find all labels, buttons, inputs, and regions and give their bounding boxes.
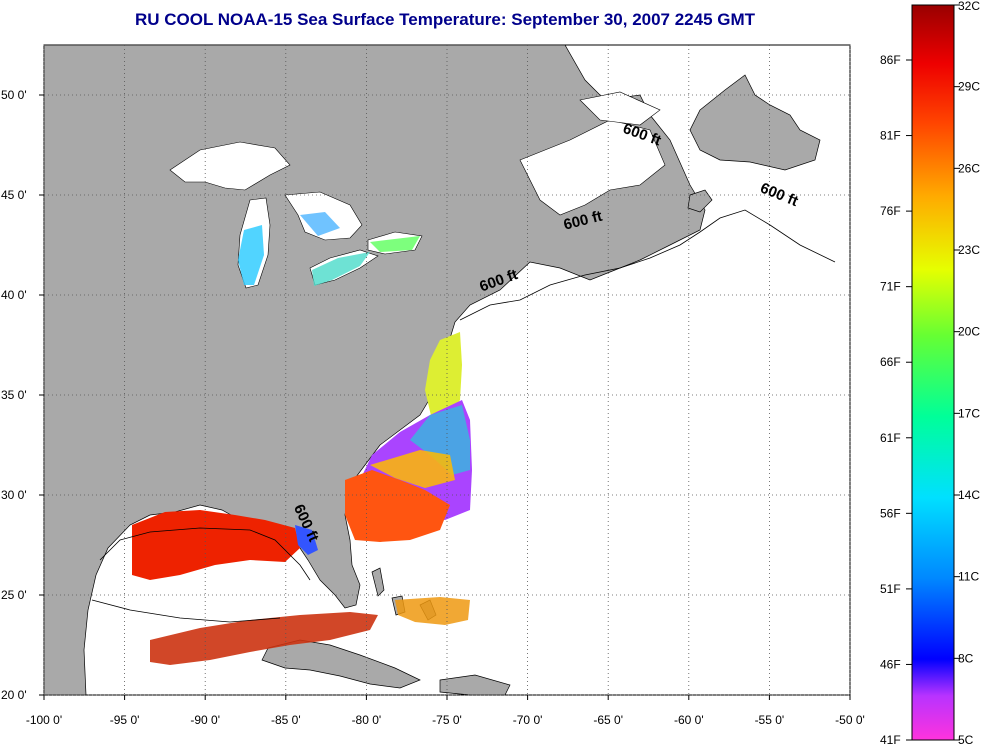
sst-lake-erie <box>312 252 370 286</box>
colorbar-fahrenheit-label: 61F <box>880 431 901 445</box>
sst-east-coast-south <box>345 470 450 542</box>
sst-bahamas-area <box>395 597 470 625</box>
colorbar-gradient <box>911 4 955 741</box>
gulf-of-st-lawrence <box>519 119 666 216</box>
colorbar-fahrenheit-labels: 86F 81F 76F 71F 66F 61F 56F 51F 46F 41F <box>880 53 912 747</box>
x-tick-label: -70 0' <box>513 713 543 727</box>
hudson-lowland-lakes <box>579 91 661 126</box>
y-tick-label: 35 0' <box>1 388 27 402</box>
colorbar-celsius-label: 26C <box>958 161 980 175</box>
colorbar-fahrenheit-label: 56F <box>880 506 901 520</box>
colorbar-celsius-label: 5C <box>958 733 974 747</box>
colorbar-fahrenheit-label: 51F <box>880 582 901 596</box>
colorbar-celsius-label: 32C <box>958 0 980 13</box>
sst-gulf-north <box>132 510 300 580</box>
colorbar-celsius-label: 23C <box>958 243 980 257</box>
land <box>43 44 821 696</box>
sst-gulf-east-edge <box>295 525 318 555</box>
x-tick-label: -80 0' <box>352 713 382 727</box>
lake-superior <box>169 141 291 191</box>
colorbar-fahrenheit-label: 66F <box>880 355 901 369</box>
map-title: RU COOL NOAA-15 Sea Surface Temperature:… <box>134 10 756 29</box>
colorbar-celsius-label: 11C <box>958 570 979 584</box>
sst-data <box>132 212 472 665</box>
cuba <box>261 639 421 689</box>
x-tick-label: -50 0' <box>835 713 865 727</box>
sst-lake-ontario <box>370 236 420 252</box>
x-tick-labels: -100 0' -95 0' -90 0' -85 0' -80 0' -75 0' -70… <box>26 695 865 727</box>
y-tick-label: 20 0' <box>1 688 27 702</box>
sst-east-coast-north <box>425 332 462 420</box>
colorbar-celsius-label: 17C <box>958 406 980 420</box>
x-tick-label: -90 0' <box>190 713 220 727</box>
isobath-gulf-south <box>91 599 281 623</box>
colorbar-fahrenheit-label: 46F <box>880 657 901 671</box>
isobath-gulf <box>99 527 311 581</box>
colorbar-celsius-label: 8C <box>958 651 974 665</box>
y-tick-label: 50 0' <box>1 88 27 102</box>
y-tick-labels: 20 0' 25 0' 30 0' 35 0' 40 0' 45 0' 50 0' <box>1 88 44 702</box>
newfoundland <box>689 74 821 171</box>
y-tick-label: 30 0' <box>1 488 27 502</box>
isobath-northeast <box>459 209 836 321</box>
sst-lake-michigan <box>238 225 264 285</box>
graticule-grid <box>43 45 851 696</box>
colorbar-celsius-label: 14C <box>958 488 980 502</box>
colorbar-fahrenheit-label: 71F <box>880 280 901 294</box>
y-tick-label: 25 0' <box>1 588 27 602</box>
colorbar-celsius-label: 20C <box>958 325 980 339</box>
x-tick-label: -60 0' <box>674 713 704 727</box>
cape-breton <box>687 189 713 213</box>
colorbar-fahrenheit-label: 81F <box>880 129 901 143</box>
x-tick-label: -100 0' <box>26 713 62 727</box>
colorbar-fahrenheit-label: 76F <box>880 204 901 218</box>
sst-east-coast-yellow <box>370 450 455 488</box>
sst-east-coast-mid-overlay <box>410 405 470 475</box>
x-tick-label: -75 0' <box>432 713 462 727</box>
sst-lake-huron <box>300 212 340 236</box>
y-tick-label: 40 0' <box>1 288 27 302</box>
x-tick-label: -85 0' <box>271 713 301 727</box>
colorbar: 32C 29C 26C 23C 20C 17C 14C 11C 8C 5C 86F 81F 76F 71… <box>880 0 980 747</box>
x-tick-label: -95 0' <box>110 713 140 727</box>
x-tick-label: -55 0' <box>755 713 785 727</box>
sst-caribbean <box>150 612 378 665</box>
colorbar-fahrenheit-label: 41F <box>880 733 901 747</box>
colorbar-celsius-label: 29C <box>958 80 980 94</box>
y-tick-label: 45 0' <box>1 188 27 202</box>
colorbar-celsius-labels: 32C 29C 26C 23C 20C 17C 14C 11C 8C 5C <box>954 0 980 747</box>
isobath-600ft <box>91 209 836 623</box>
colorbar-fahrenheit-label: 86F <box>880 53 901 67</box>
x-tick-label: -65 0' <box>593 713 623 727</box>
